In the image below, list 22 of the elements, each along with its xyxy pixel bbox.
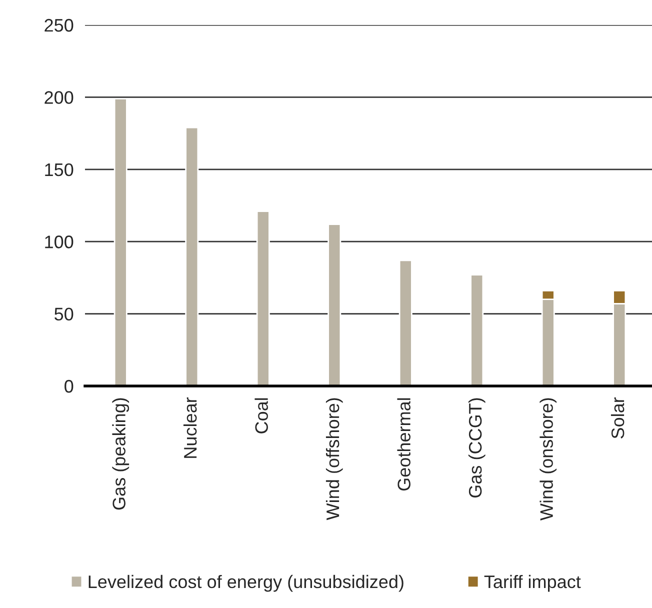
y-tick-label: 200 bbox=[44, 91, 74, 104]
y-tick-label: 100 bbox=[45, 236, 74, 248]
legend-label: Tariff impact bbox=[484, 574, 581, 592]
x-tick-label: Wind (offshore) bbox=[326, 398, 343, 520]
x-tick-label: Wind (onshore) bbox=[540, 398, 557, 520]
y-tick-label: 50 bbox=[54, 308, 74, 321]
x-tick-label: Gas (CCGT) bbox=[468, 398, 486, 498]
x-tick-label: Coal bbox=[254, 398, 268, 434]
bar bbox=[470, 274, 484, 386]
y-tick-label: 250 bbox=[44, 18, 74, 32]
y-tick-label: 150 bbox=[45, 163, 74, 176]
y-tick-label: 0 bbox=[64, 380, 74, 393]
x-tick-label: Geothermal bbox=[397, 398, 410, 491]
bar bbox=[256, 210, 270, 386]
x-tick-label: Gas (peaking) bbox=[112, 398, 130, 510]
bar bbox=[398, 260, 412, 386]
x-tick-label: Nuclear bbox=[183, 397, 197, 458]
bar bbox=[328, 224, 342, 386]
x-tick-label: Solar bbox=[610, 397, 624, 438]
bar bbox=[114, 98, 128, 386]
legend-label: Levelized cost of energy (unsubsidized) bbox=[88, 574, 404, 592]
bar bbox=[185, 126, 199, 386]
